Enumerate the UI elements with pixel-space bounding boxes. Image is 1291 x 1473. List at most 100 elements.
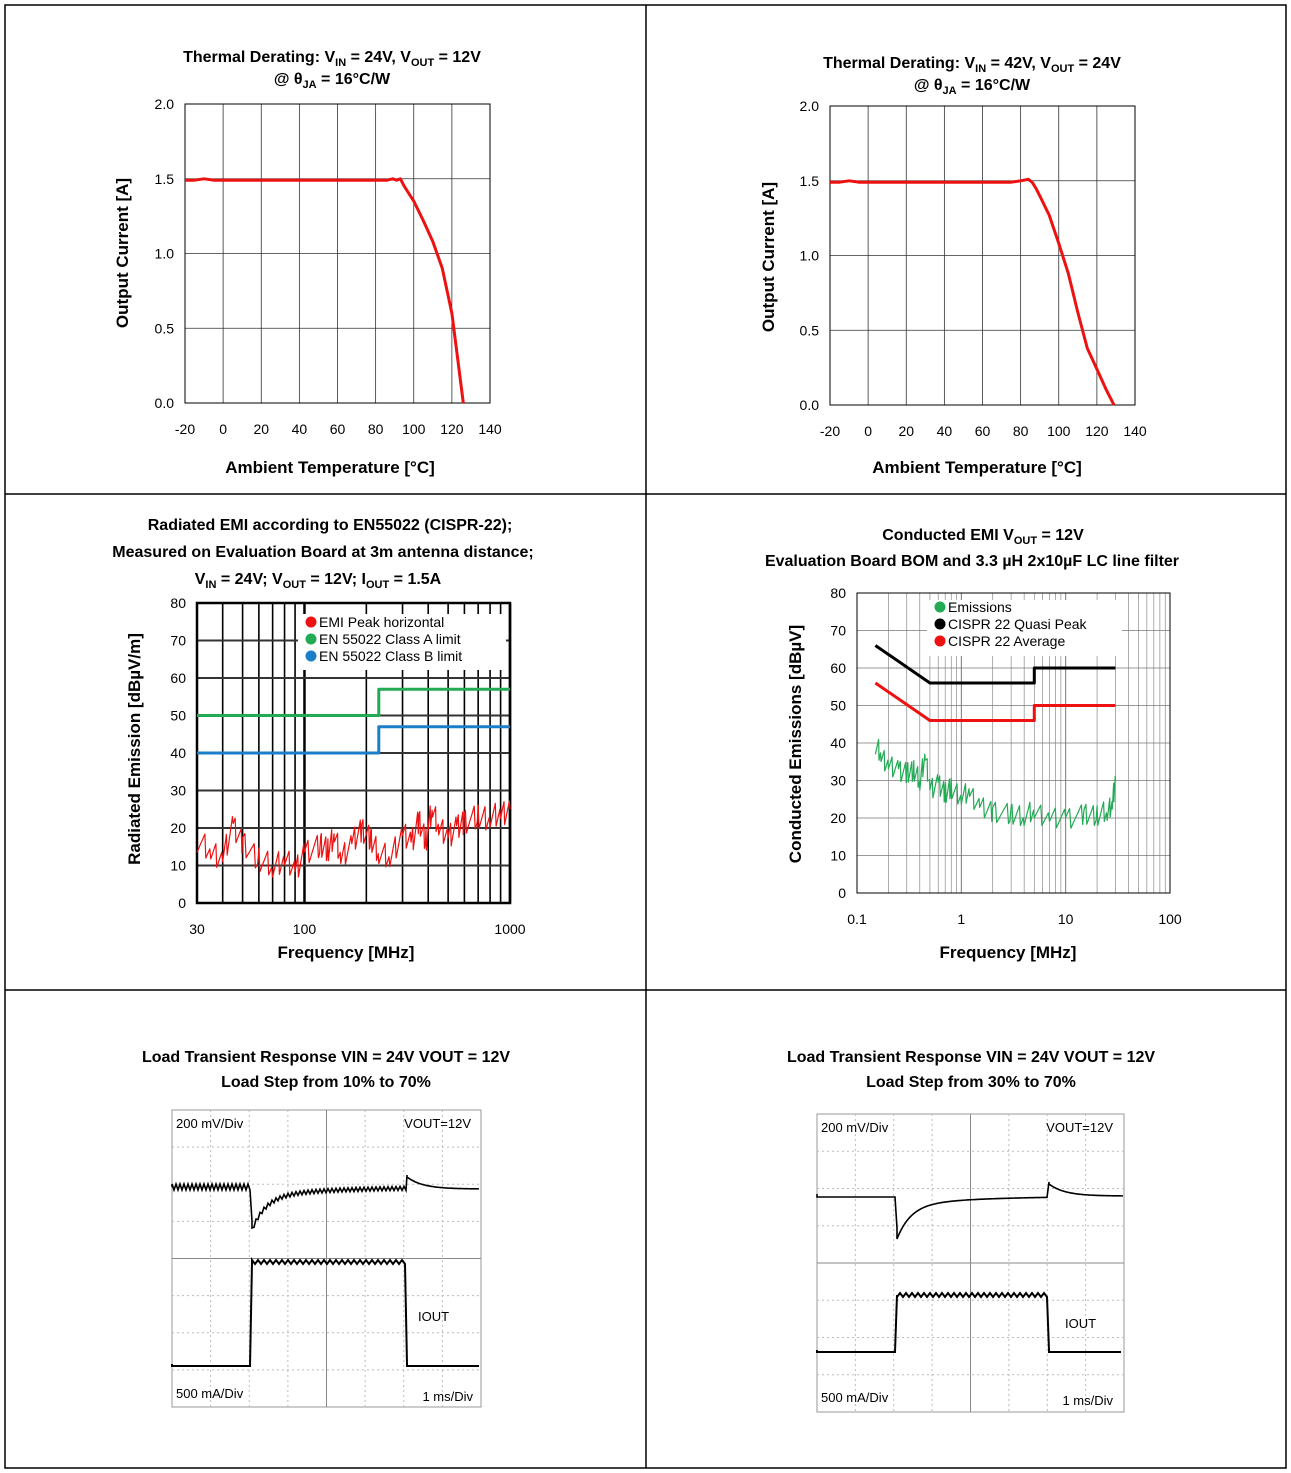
y-tick-label: 20 [830, 810, 846, 826]
series-line [830, 177, 1116, 406]
timebase-label: 1 ms/Div [1062, 1393, 1113, 1408]
legend-marker [305, 633, 317, 645]
legend-entry: EN 55022 Class A limit [319, 631, 461, 647]
y-tick-label: 70 [170, 633, 186, 649]
y-tick-label: 40 [170, 745, 186, 761]
legend-entry: CISPR 22 Quasi Peak [948, 616, 1088, 632]
chart-subtitle: @ θJA = 16°C/W [274, 71, 391, 91]
y-tick-label: 0.0 [155, 395, 175, 411]
chart-title-line-2: Measured on Evaluation Board at 3m anten… [112, 544, 533, 561]
timebase-label: 1 ms/Div [422, 1389, 473, 1404]
y-tick-label: 0.5 [800, 322, 820, 338]
x-axis-label: Ambient Temperature [°C] [225, 458, 435, 477]
legend-entry: EMI Peak horizontal [319, 614, 444, 630]
y-tick-label: 30 [170, 783, 186, 799]
x-tick-label: 20 [253, 421, 269, 437]
x-tick-label: 80 [368, 421, 384, 437]
chart-title-line-2: Evaluation Board BOM and 3.3 µH 2x10µF L… [765, 553, 1179, 570]
series-line [185, 177, 465, 404]
voltage-scale-label: 200 mV/Div [176, 1116, 244, 1131]
x-tick-label: 120 [440, 421, 464, 437]
scope-load-transient-30-70: Load Transient Response VIN = 24V VOUT =… [787, 1049, 1155, 1413]
y-tick-label: 0 [178, 895, 186, 911]
x-tick-label: 20 [898, 423, 914, 439]
legend-marker [934, 601, 946, 613]
y-tick-label: 10 [830, 848, 846, 864]
x-tick-label: 30 [189, 921, 205, 937]
y-tick-label: 30 [830, 773, 846, 789]
scope-grid [817, 1114, 1124, 1412]
chart-subtitle: @ θJA = 16°C/W [914, 77, 1031, 97]
series-lines [196, 687, 511, 878]
y-axis-label: Output Current [A] [759, 182, 778, 332]
iout-trace [171, 1257, 479, 1367]
y-tick-label: 0.5 [155, 320, 175, 336]
chart-title: Thermal Derating: VIN = 24V, VOUT = 12V [183, 49, 481, 69]
y-tick-label: 20 [170, 820, 186, 836]
y-tick-label: 2.0 [800, 98, 820, 114]
x-tick-label: 100 [1047, 423, 1071, 439]
gridlines [829, 105, 1136, 406]
x-tick-label: 140 [478, 421, 502, 437]
x-tick-label: 80 [1013, 423, 1029, 439]
x-tick-label: 1 [957, 911, 965, 927]
y-tick-label: 1.0 [800, 248, 820, 264]
y-tick-labels: 0.0 0.5 1.0 1.5 2.0 [800, 98, 820, 413]
y-tick-label: 80 [170, 595, 186, 611]
y-axis-label: Conducted Emissions [dBµV] [786, 625, 805, 863]
x-tick-label: 1000 [494, 921, 525, 937]
series-lines [874, 644, 1116, 829]
series-line [874, 681, 1116, 722]
x-tick-label: 100 [402, 421, 426, 437]
y-tick-label: 40 [830, 735, 846, 751]
scope-title-line-2: Load Step from 30% to 70% [866, 1074, 1076, 1091]
gridlines [184, 103, 491, 404]
y-axis-label: Radiated Emission [dBµV/m] [125, 633, 144, 865]
x-tick-label: 60 [975, 423, 991, 439]
y-tick-label: 0 [838, 885, 846, 901]
scope-waveforms [171, 1174, 480, 1367]
legend-marker [934, 618, 946, 630]
y-tick-label: 50 [170, 708, 186, 724]
y-tick-labels: 0.0 0.5 1.0 1.5 2.0 [155, 96, 175, 411]
legend-entry: EN 55022 Class B limit [319, 648, 462, 664]
x-tick-label: 0 [864, 423, 872, 439]
scope-waveforms [816, 1181, 1124, 1353]
scope-title-line-2: Load Step from 10% to 70% [221, 1074, 431, 1091]
iout-label: IOUT [1065, 1316, 1096, 1331]
iout-label: IOUT [418, 1309, 449, 1324]
iout-trace [816, 1291, 1121, 1353]
y-axis-label: Output Current [A] [113, 178, 132, 328]
x-tick-label: 40 [292, 421, 308, 437]
vout-trace [816, 1181, 1124, 1240]
legend-entry: Emissions [948, 599, 1012, 615]
scope-load-transient-10-70: Load Transient Response VIN = 24V VOUT =… [142, 1049, 510, 1408]
vout-label: VOUT=12V [404, 1116, 471, 1131]
x-tick-label: 120 [1085, 423, 1109, 439]
x-axis-label: Frequency [MHz] [940, 943, 1077, 962]
y-tick-label: 1.5 [800, 173, 820, 189]
legend-marker [305, 616, 317, 628]
series-line [874, 644, 1116, 685]
y-tick-label: 1.5 [155, 171, 175, 187]
y-tick-label: 2.0 [155, 96, 175, 112]
panel-frame [4, 4, 1287, 1469]
chart-radiated-emi: Radiated EMI according to EN55022 (CISPR… [112, 517, 533, 962]
series-line [874, 738, 1116, 829]
y-tick-label: 80 [830, 585, 846, 601]
x-tick-label: 0.1 [847, 911, 867, 927]
scope-title-line-1: Load Transient Response VIN = 24V VOUT =… [787, 1049, 1155, 1066]
chart-title: Thermal Derating: VIN = 42V, VOUT = 24V [823, 55, 1121, 75]
x-tick-label: 0 [219, 421, 227, 437]
voltage-scale-label: 200 mV/Div [821, 1120, 889, 1135]
chart-thermal-derating-24v: Thermal Derating: VIN = 24V, VOUT = 12V … [113, 49, 502, 477]
series-line [197, 725, 510, 755]
chart-title-line-3: VIN = 24V; VOUT = 12V; IOUT = 1.5A [195, 571, 442, 591]
series-lines [185, 177, 465, 404]
scope-title-line-1: Load Transient Response VIN = 24V VOUT =… [142, 1049, 510, 1066]
series-line [197, 687, 510, 717]
chart-title-line-1: Radiated EMI according to EN55022 (CISPR… [148, 517, 513, 534]
